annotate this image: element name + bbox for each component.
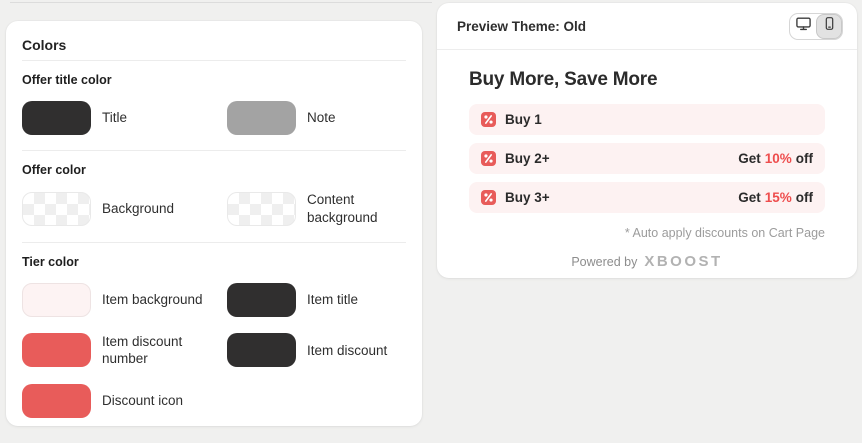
section-label-offer-title-color: Offer title color: [22, 73, 112, 87]
color-option-item-discount-number: Item discount number: [22, 333, 227, 369]
swatch-grid: Title Note: [22, 101, 406, 135]
color-swatch-label: Background: [102, 200, 175, 216]
preview-theme-label: Preview Theme: Old: [457, 18, 587, 34]
section-label-tier-color: Tier color: [22, 254, 79, 269]
desktop-monitor-icon: [795, 15, 812, 37]
tier-label: Buy 1: [505, 112, 542, 127]
tier-label: Buy 3+: [505, 190, 550, 205]
panel-title: Colors: [22, 37, 67, 53]
xboost-logo: XBOOST: [644, 253, 723, 270]
offer-title: Buy More, Save More: [469, 69, 658, 90]
color-swatch-item-discount[interactable]: [227, 333, 296, 368]
color-option-item-background: Item background: [22, 282, 227, 317]
color-swatch-label: Item background: [102, 291, 203, 307]
powered-by: Powered by XBOOST: [469, 253, 825, 270]
powered-by-label: Powered by: [571, 254, 638, 269]
color-option-discount-icon: Discount icon: [22, 384, 227, 419]
swatch-grid: Background Content background: [22, 191, 406, 227]
tier-list: Buy 1 Buy 2+: [469, 104, 825, 213]
color-swatch-item-title[interactable]: [227, 282, 296, 317]
tier-label: Buy 2+: [505, 151, 550, 166]
color-option-item-discount: Item discount: [227, 333, 406, 369]
colors-settings-panel: Colors Offer title color Title Note Offe…: [6, 21, 422, 426]
tier-row-buy-3: Buy 3+ Get 15% off: [469, 182, 825, 213]
section-label-offer-color: Offer color: [22, 163, 86, 177]
tier-row-buy-2: Buy 2+ Get 10% off: [469, 143, 825, 174]
mobile-phone-icon: [822, 16, 837, 36]
color-option-title: Title: [22, 101, 227, 135]
top-divider: [10, 2, 432, 3]
discount-badge-icon: [481, 190, 496, 205]
divider: [22, 150, 406, 151]
tier-row-buy-1: Buy 1: [469, 104, 825, 135]
device-preview-toggle: [789, 12, 843, 40]
discount-badge-icon: [481, 151, 496, 166]
color-swatch-label: Note: [307, 110, 336, 126]
preview-panel: Preview Theme: Old: [437, 3, 857, 278]
color-swatch-note[interactable]: [227, 101, 296, 135]
offer-preview: Buy More, Save More Buy 1: [437, 50, 857, 270]
color-swatch-label: Item title: [307, 291, 359, 307]
auto-apply-note: * Auto apply discounts on Cart Page: [624, 226, 825, 240]
color-swatch-label: Title: [102, 110, 128, 126]
color-swatch-title[interactable]: [22, 101, 91, 135]
color-swatch-item-discount-number[interactable]: [22, 333, 91, 368]
color-swatch-item-background[interactable]: [22, 282, 91, 317]
color-option-note: Note: [227, 101, 406, 135]
color-swatch-discount-icon[interactable]: [22, 384, 91, 419]
color-swatch-background-transparent[interactable]: [22, 191, 91, 226]
color-swatch-label: Item discount number: [102, 333, 183, 367]
color-option-content-background: Content background: [227, 191, 406, 227]
divider: [22, 60, 406, 61]
preview-header: Preview Theme: Old: [437, 3, 857, 50]
color-swatch-label: Item discount: [307, 342, 388, 358]
tier-discount: Get 15% off: [738, 190, 813, 205]
swatch-grid: Item background Item title Item discount…: [22, 282, 406, 419]
color-swatch-label: Discount icon: [102, 393, 184, 409]
color-option-background: Background: [22, 191, 227, 227]
color-swatch-label: Content background: [307, 192, 378, 225]
divider: [22, 241, 406, 243]
color-swatch-content-background-transparent[interactable]: [227, 191, 296, 226]
color-option-item-title: Item title: [227, 282, 406, 317]
tier-discount: Get 10% off: [738, 151, 813, 166]
desktop-preview-button[interactable]: [790, 14, 816, 39]
discount-badge-icon: [481, 112, 496, 127]
mobile-preview-button[interactable]: [816, 13, 842, 39]
